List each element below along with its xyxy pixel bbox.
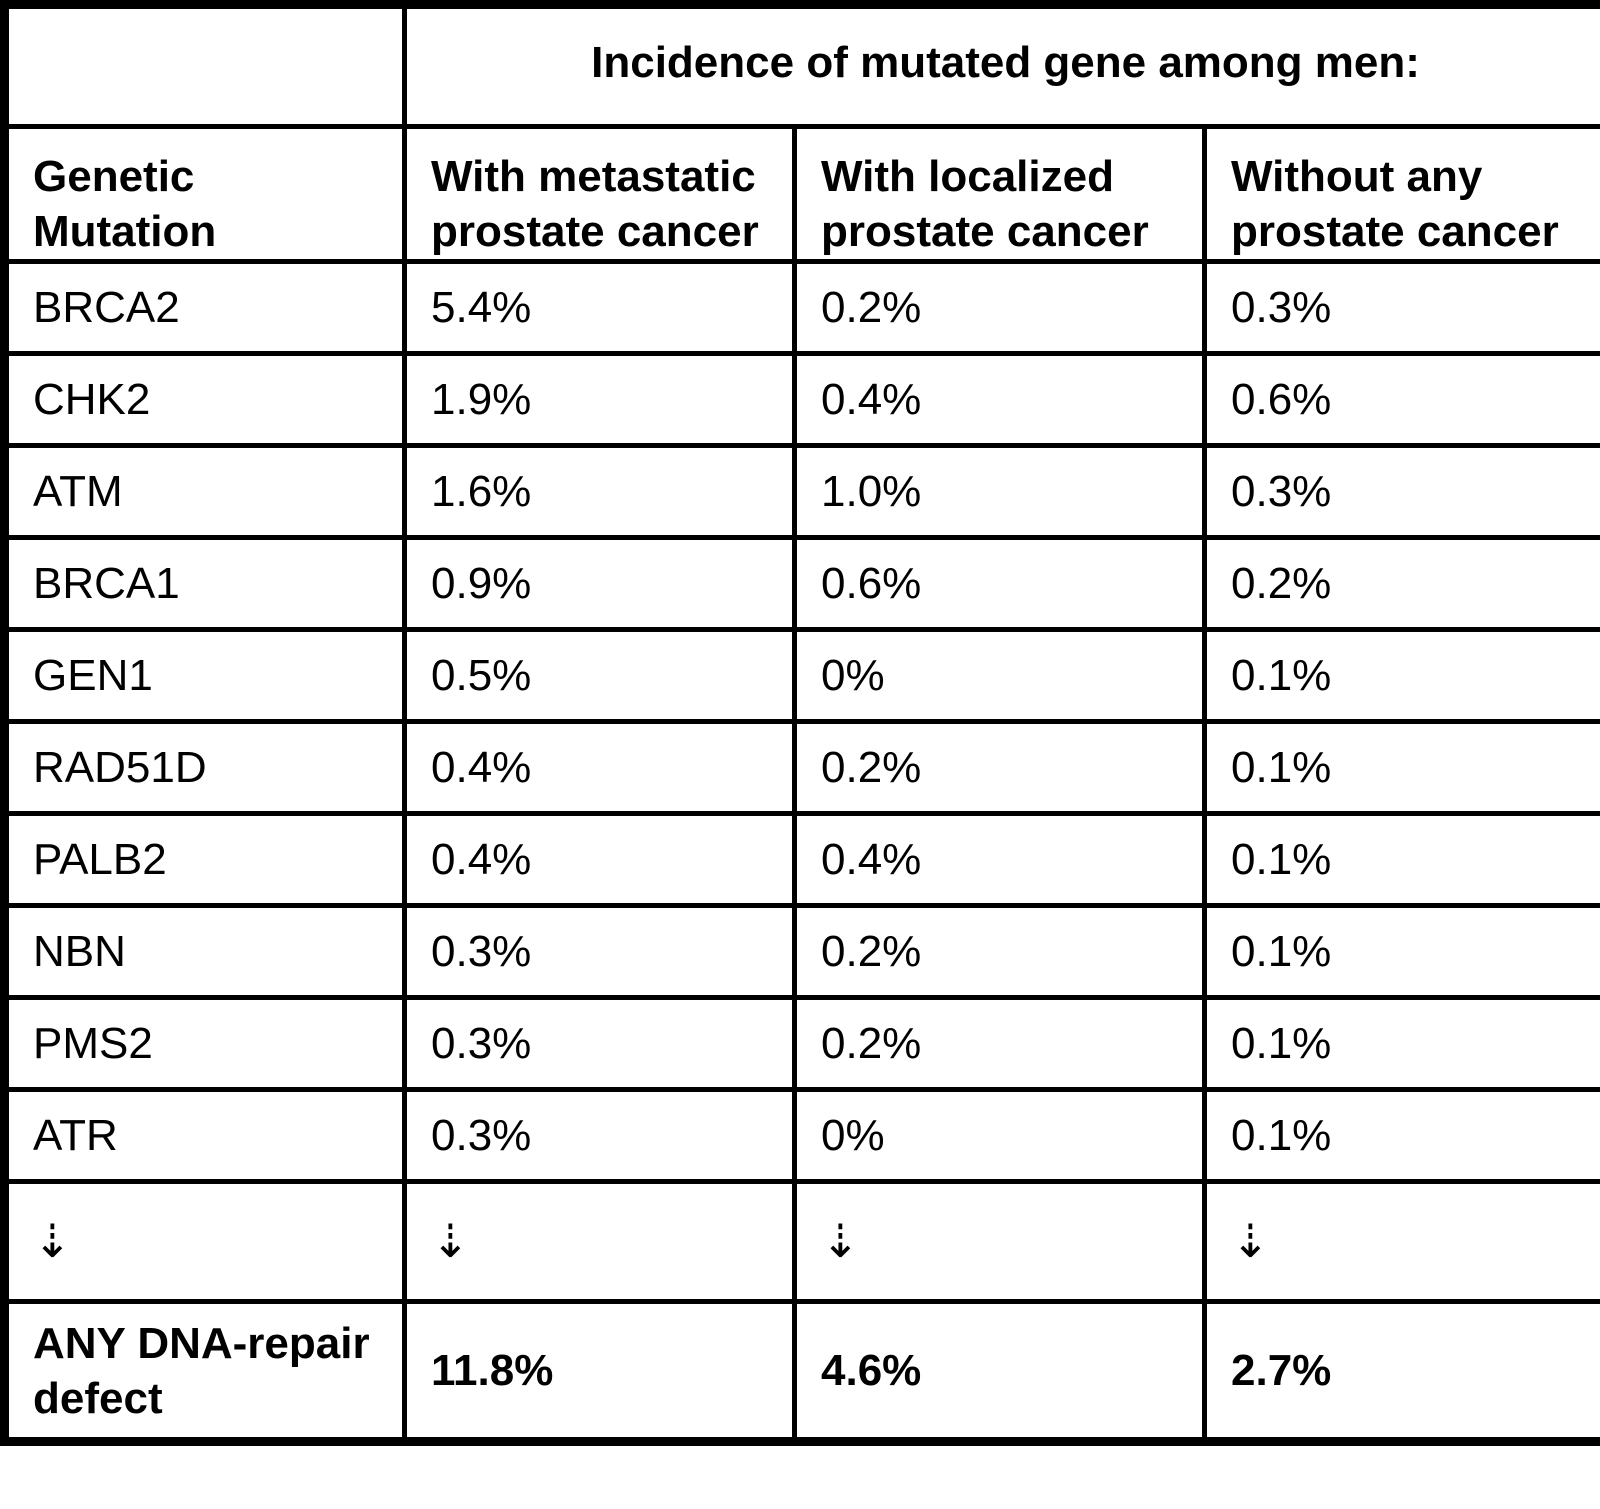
- down-dashed-arrow-icon: ⇣: [1201, 1179, 1600, 1304]
- gene-cell: CHK2: [2, 351, 407, 448]
- value-cell: 0.9%: [402, 535, 797, 632]
- value-cell: 0.4%: [792, 811, 1207, 908]
- table-row: GEN1 0.5% 0% 0.1%: [2, 627, 1600, 724]
- table-row-summary: ANY DNA-repair defect 11.8% 4.6% 2.7%: [2, 1299, 1600, 1444]
- col-header-metastatic: With metastatic prostate cancer: [402, 124, 797, 264]
- value-cell: 0.3%: [1201, 259, 1600, 356]
- gene-cell: PALB2: [2, 811, 407, 908]
- value-cell: 0.3%: [402, 995, 797, 1092]
- summary-value-cell: 4.6%: [792, 1299, 1207, 1444]
- value-cell: 0.2%: [792, 903, 1207, 1000]
- table-row: BRCA1 0.9% 0.6% 0.2%: [2, 535, 1600, 632]
- value-cell: 0.1%: [1201, 811, 1600, 908]
- gene-cell: BRCA2: [2, 259, 407, 356]
- value-cell: 0.1%: [1201, 1087, 1600, 1184]
- col-header-localized: With localized prostate cancer: [792, 124, 1207, 264]
- value-cell: 0.2%: [792, 259, 1207, 356]
- summary-value-cell: 11.8%: [402, 1299, 797, 1444]
- table-row-span-header: Incidence of mutated gene among men:: [2, 2, 1600, 129]
- value-cell: 0.1%: [1201, 903, 1600, 1000]
- span-header: Incidence of mutated gene among men:: [401, 2, 1600, 129]
- table-row: BRCA2 5.4% 0.2% 0.3%: [2, 259, 1600, 356]
- summary-label-cell: ANY DNA-repair defect: [2, 1299, 407, 1444]
- value-cell: 0.6%: [792, 535, 1207, 632]
- value-cell: 0.2%: [792, 719, 1207, 816]
- value-cell: 0%: [792, 627, 1207, 724]
- value-cell: 0.1%: [1201, 719, 1600, 816]
- table-row-continuation: ⇣ ⇣ ⇣ ⇣: [2, 1179, 1600, 1304]
- value-cell: 1.9%: [402, 351, 797, 448]
- col-header-without: Without any prostate cancer: [1201, 124, 1600, 264]
- value-cell: 0.5%: [402, 627, 797, 724]
- summary-value-cell: 2.7%: [1201, 1299, 1600, 1444]
- value-cell: 0.3%: [402, 903, 797, 1000]
- table-row-column-headers: Genetic Mutation With metastatic prostat…: [2, 124, 1600, 264]
- value-cell: 0.4%: [792, 351, 1207, 448]
- table-row: ATR 0.3% 0% 0.1%: [2, 1087, 1600, 1184]
- table-row: NBN 0.3% 0.2% 0.1%: [2, 903, 1600, 1000]
- value-cell: 0.2%: [792, 995, 1207, 1092]
- gene-cell: BRCA1: [2, 535, 407, 632]
- table-row: PALB2 0.4% 0.4% 0.1%: [2, 811, 1600, 908]
- table-row: RAD51D 0.4% 0.2% 0.1%: [2, 719, 1600, 816]
- value-cell: 0.1%: [1201, 627, 1600, 724]
- down-dashed-arrow-icon: ⇣: [2, 1179, 407, 1304]
- table-row: PMS2 0.3% 0.2% 0.1%: [2, 995, 1600, 1092]
- down-dashed-arrow-icon: ⇣: [402, 1179, 797, 1304]
- value-cell: 0.3%: [402, 1087, 797, 1184]
- table-row: CHK2 1.9% 0.4% 0.6%: [2, 351, 1600, 448]
- corner-empty-cell: [2, 2, 407, 129]
- gene-cell: RAD51D: [2, 719, 407, 816]
- value-cell: 0.1%: [1201, 995, 1600, 1092]
- value-cell: 0.4%: [402, 811, 797, 908]
- value-cell: 5.4%: [402, 259, 797, 356]
- value-cell: 1.0%: [792, 443, 1207, 540]
- gene-cell: PMS2: [2, 995, 407, 1092]
- table-row: ATM 1.6% 1.0% 0.3%: [2, 443, 1600, 540]
- value-cell: 0.3%: [1201, 443, 1600, 540]
- down-dashed-arrow-icon: ⇣: [792, 1179, 1207, 1304]
- gene-cell: ATM: [2, 443, 407, 540]
- value-cell: 0.6%: [1201, 351, 1600, 448]
- col-header-genetic-mutation: Genetic Mutation: [2, 124, 407, 264]
- value-cell: 1.6%: [402, 443, 797, 540]
- value-cell: 0%: [792, 1087, 1207, 1184]
- gene-cell: GEN1: [2, 627, 407, 724]
- value-cell: 0.4%: [402, 719, 797, 816]
- gene-incidence-table: Incidence of mutated gene among men: Gen…: [0, 0, 1600, 1446]
- gene-cell: NBN: [2, 903, 407, 1000]
- gene-cell: ATR: [2, 1087, 407, 1184]
- value-cell: 0.2%: [1201, 535, 1600, 632]
